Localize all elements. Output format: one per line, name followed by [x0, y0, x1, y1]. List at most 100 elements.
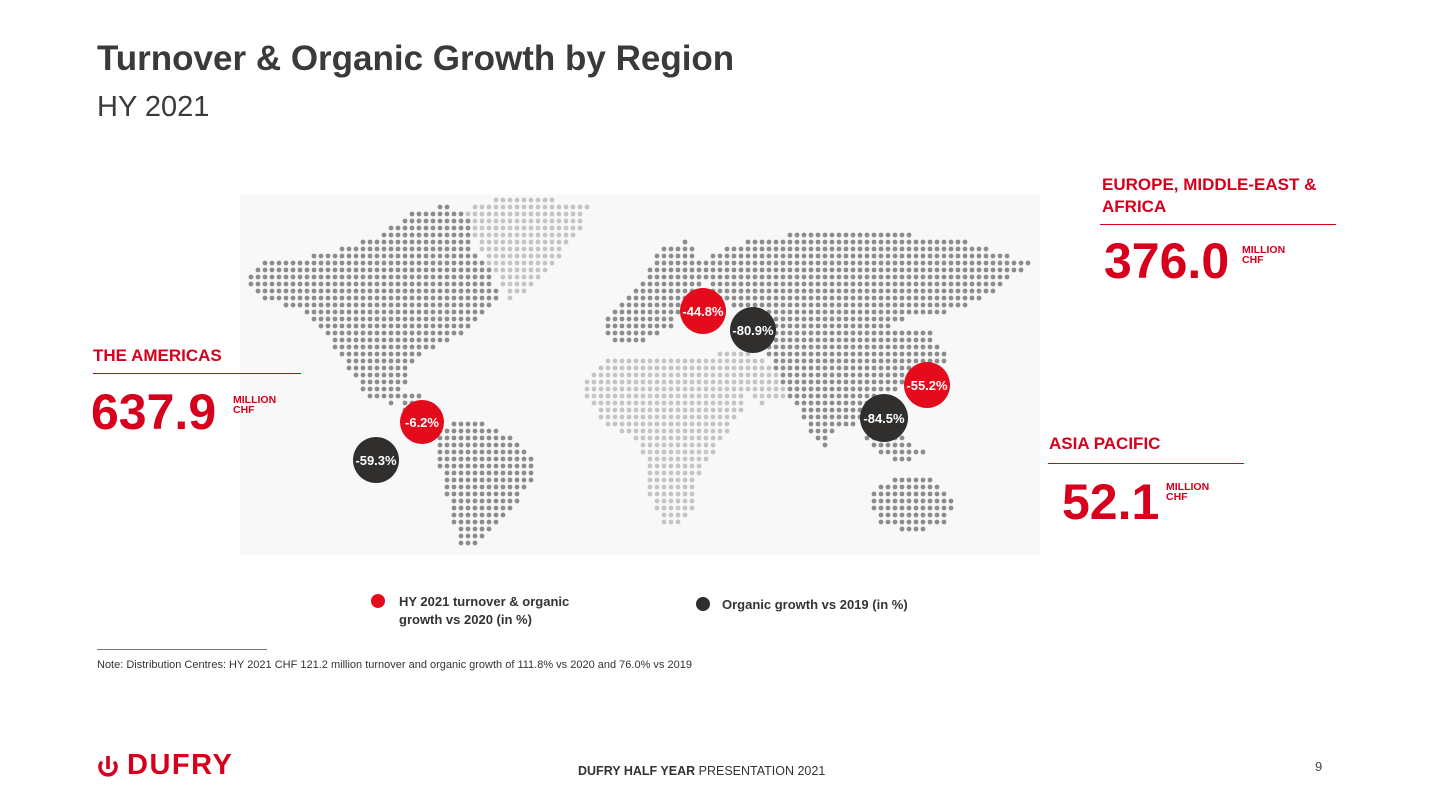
map-dot-37 — [472, 211, 478, 217]
map-dot-814 — [836, 288, 842, 294]
map-dot-1112 — [318, 323, 324, 329]
map-dot-1450 — [871, 365, 877, 371]
map-dot-1164 — [339, 330, 345, 336]
map-dot-671 — [339, 281, 345, 287]
map-dot-1202 — [850, 330, 856, 336]
map-dot-2177 — [458, 519, 464, 525]
map-dot-1076 — [444, 316, 450, 322]
map-dot-1134 — [605, 323, 611, 329]
map-dot-1062 — [346, 316, 352, 322]
map-dot-2085 — [675, 491, 681, 497]
map-dot-965 — [773, 302, 779, 308]
map-dot-826 — [920, 288, 926, 294]
map-dot-1507 — [864, 372, 870, 378]
map-dot-717 — [780, 281, 786, 287]
map-dot-331 — [717, 253, 723, 259]
map-dot-1544 — [731, 379, 737, 385]
map-dot-1149 — [801, 323, 807, 329]
map-dot-2176 — [451, 519, 457, 525]
map-dot-445 — [864, 260, 870, 266]
map-dot-1222 — [388, 337, 394, 343]
map-dot-1162 — [325, 330, 331, 336]
map-dot-22 — [549, 204, 555, 210]
map-dot-2169 — [899, 512, 905, 518]
map-dot-1769 — [808, 414, 814, 420]
map-dot-238 — [507, 246, 513, 252]
map-dot-1564 — [871, 379, 877, 385]
map-dot-200 — [864, 239, 870, 245]
map-dot-1103 — [843, 316, 849, 322]
map-dot-648 — [941, 274, 947, 280]
apac-unit-line1: MILLION — [1166, 481, 1210, 493]
map-dot-1691 — [710, 400, 716, 406]
map-dot-1011 — [430, 309, 436, 315]
map-dot-1907 — [703, 442, 709, 448]
map-dot-920 — [290, 302, 296, 308]
map-dot-499 — [465, 267, 471, 273]
map-dot-27 — [584, 204, 590, 210]
map-dot-893 — [801, 295, 807, 301]
map-dot-1630 — [591, 393, 597, 399]
map-dot-631 — [822, 274, 828, 280]
map-dot-2129 — [465, 505, 471, 511]
map-dot-2029 — [647, 477, 653, 483]
map-dot-1682 — [647, 400, 653, 406]
map-dot-736 — [913, 281, 919, 287]
map-dot-1637 — [640, 393, 646, 399]
map-dot-1060 — [332, 316, 338, 322]
map-dot-1381 — [801, 358, 807, 364]
map-dot-1954 — [486, 456, 492, 462]
map-dot-1259 — [927, 337, 933, 343]
map-dot-1953 — [479, 456, 485, 462]
map-dot-2111 — [668, 498, 674, 504]
map-dot-997 — [332, 309, 338, 315]
map-dot-58 — [437, 218, 443, 224]
map-dot-316 — [507, 253, 513, 259]
map-dot-67 — [500, 218, 506, 224]
map-dot-149 — [885, 232, 891, 238]
map-dot-1631 — [598, 393, 604, 399]
map-dot-665 — [297, 281, 303, 287]
map-dot-382 — [325, 260, 331, 266]
map-dot-1203 — [857, 330, 863, 336]
map-dot-2159 — [486, 512, 492, 518]
map-dot-80 — [395, 225, 401, 231]
map-dot-642 — [899, 274, 905, 280]
map-dot-792 — [668, 288, 674, 294]
map-dot-1194 — [794, 330, 800, 336]
map-dot-1451 — [878, 365, 884, 371]
map-dot-1088 — [654, 316, 660, 322]
map-dot-1416 — [633, 365, 639, 371]
map-dot-1608 — [808, 386, 814, 392]
map-dot-157 — [388, 239, 394, 245]
map-dot-1488 — [731, 372, 737, 378]
map-dot-657 — [1004, 274, 1010, 280]
map-dot-521 — [717, 267, 723, 273]
map-dot-2172 — [920, 512, 926, 518]
map-dot-269 — [850, 246, 856, 252]
map-dot-1453 — [892, 365, 898, 371]
map-dot-154 — [367, 239, 373, 245]
map-dot-410 — [521, 260, 527, 266]
map-dot-538 — [836, 267, 842, 273]
map-dot-477 — [311, 267, 317, 273]
map-dot-1785 — [472, 421, 478, 427]
map-dot-757 — [311, 288, 317, 294]
map-dot-49 — [556, 211, 562, 217]
map-dot-882 — [724, 295, 730, 301]
map-dot-1972 — [906, 456, 912, 462]
map-dot-2100 — [458, 498, 464, 504]
map-dot-677 — [381, 281, 387, 287]
map-dot-2130 — [472, 505, 478, 511]
map-dot-2080 — [514, 491, 520, 497]
map-dot-625 — [780, 274, 786, 280]
map-dot-1353 — [409, 358, 415, 364]
map-dot-234 — [479, 246, 485, 252]
map-dot-1158 — [864, 323, 870, 329]
map-dot-353 — [871, 253, 877, 259]
map-dot-646 — [927, 274, 933, 280]
map-dot-1879 — [822, 435, 828, 441]
map-dot-1941 — [885, 449, 891, 455]
map-dot-2089 — [878, 491, 884, 497]
map-dot-1794 — [654, 421, 660, 427]
